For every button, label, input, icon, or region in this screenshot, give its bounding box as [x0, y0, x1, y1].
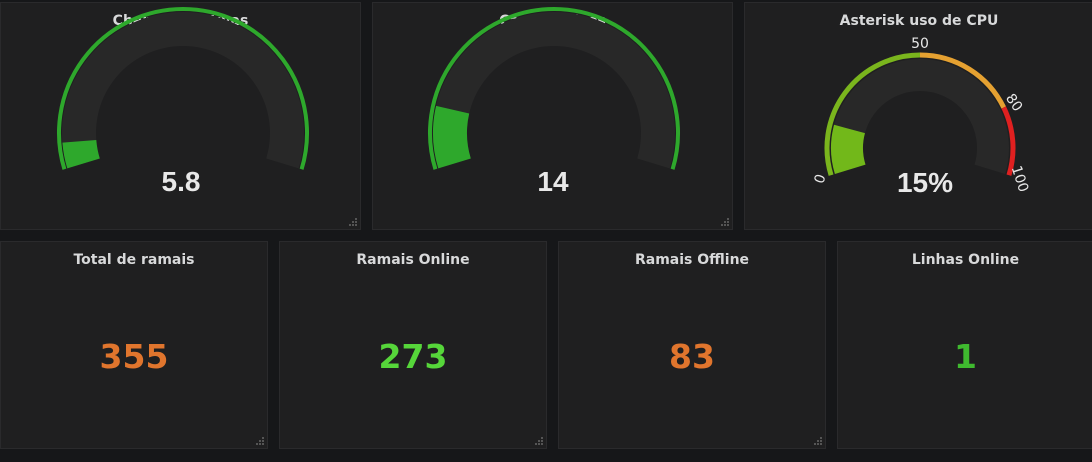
gauge-threshold-arc — [57, 6, 309, 170]
gauge-value-arc — [62, 139, 100, 169]
resize-handle-icon[interactable] — [721, 218, 729, 226]
threshold-arc-green — [824, 52, 921, 176]
resize-handle-icon[interactable] — [814, 437, 822, 445]
stat-value: 83 — [669, 337, 715, 376]
stat-panel-ramais-online: Ramais Online 273 — [279, 241, 547, 449]
gauge-value-arc — [433, 105, 471, 169]
panel-title[interactable]: Ramais Offline — [634, 252, 750, 268]
gauge-track — [831, 59, 1009, 174]
resize-handle-icon[interactable] — [535, 437, 543, 445]
gauge-value: 14 — [537, 166, 569, 197]
gauge-panel-canais-ativos: Canais Ativos 14 — [372, 2, 733, 230]
stat-panel-linhas-online: Linhas Online 1 — [837, 241, 1092, 449]
gauge-value: 15% — [897, 167, 953, 198]
threshold-label-min: 0 — [812, 172, 830, 185]
gauge-threshold-arc — [428, 6, 680, 170]
gauge-value: 5.8 — [162, 166, 201, 197]
gauge-track — [433, 12, 675, 169]
resize-handle-icon[interactable] — [349, 218, 357, 226]
panel-title[interactable]: Asterisk uso de CPU — [839, 13, 999, 29]
gauge-panel-chamadas-ativas: Chamadas Ativas 5.8 — [0, 2, 361, 230]
threshold-arc-red — [1001, 106, 1016, 176]
panel-title[interactable]: Ramais Online — [356, 252, 470, 268]
threshold-arc-orange — [919, 52, 1006, 109]
gauge-chart: 0 50 80 100 15% — [812, 36, 1032, 198]
stat-value: 1 — [954, 337, 977, 376]
stat-panel-ramais-offline: Ramais Offline 83 — [558, 241, 826, 449]
gauge-panel-cpu: Asterisk uso de CPU 0 50 80 100 15% — [744, 2, 1092, 230]
stat-value: 355 — [99, 337, 169, 376]
stat-value: 273 — [378, 337, 448, 376]
threshold-label-mid: 50 — [911, 36, 929, 52]
gauge-chart: 14 — [428, 6, 680, 197]
resize-handle-icon[interactable] — [256, 437, 264, 445]
stat-panel-total-ramais: Total de ramais 355 — [0, 241, 268, 449]
gauge-track — [62, 12, 304, 169]
gauge-chart: 5.8 — [57, 6, 309, 197]
panel-title[interactable]: Total de ramais — [73, 252, 195, 268]
gauge-value-arc — [831, 124, 866, 175]
threshold-label-max: 100 — [1008, 164, 1031, 194]
panel-title[interactable]: Linhas Online — [911, 252, 1020, 268]
